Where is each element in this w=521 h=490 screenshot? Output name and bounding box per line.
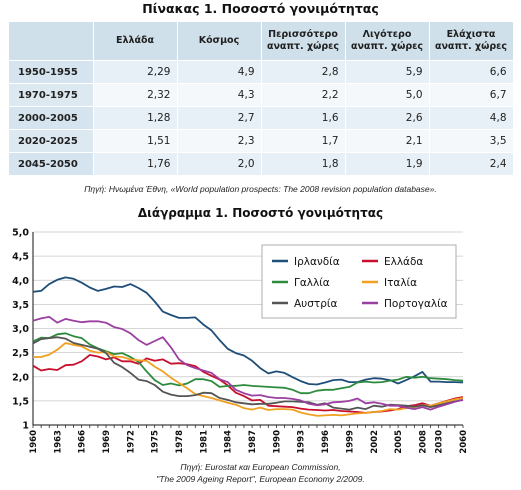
y-tick-label: 2,5 bbox=[12, 348, 29, 359]
x-tick-label: 1987 bbox=[248, 430, 258, 454]
table-value-cell: 1,9 bbox=[345, 152, 430, 176]
x-tick-label: 1990 bbox=[272, 430, 282, 454]
y-tick-label: 5,0 bbox=[12, 228, 29, 239]
legend-label: Ιρλανδία bbox=[294, 256, 340, 268]
x-axis-ticks: 1960 1963 1966 1969 1972 1975 1978 1981 1984 1987… bbox=[29, 430, 469, 454]
x-tick-label: 2005 bbox=[394, 430, 404, 454]
y-tick-label: 2,0 bbox=[12, 372, 29, 383]
table-title: Πίνακας 1. Ποσοστό γονιμότητας bbox=[142, 1, 379, 16]
table-value-cell: 1,51 bbox=[93, 129, 178, 153]
legend-label: Πορτογαλία bbox=[384, 298, 448, 310]
x-tick-label: 1993 bbox=[297, 430, 307, 454]
x-tick-label: 1963 bbox=[53, 430, 63, 454]
table-value-cell: 1,7 bbox=[261, 129, 346, 153]
table-value-cell: 3,5 bbox=[429, 129, 514, 153]
table-source: Πηγή: Ηνωμένα Έθνη, «World population pr… bbox=[84, 184, 437, 194]
table-value-cell: 5,0 bbox=[345, 83, 430, 107]
table-value-cell: 2,1 bbox=[345, 129, 430, 153]
series-line-4 bbox=[32, 336, 464, 411]
chart-axes bbox=[32, 232, 464, 428]
table-row: 1970-1975 2,32 4,3 2,2 5,0 6,7 bbox=[9, 83, 514, 107]
legend-label: Ελλάδα bbox=[384, 256, 423, 268]
x-tick-label: 1969 bbox=[102, 430, 112, 454]
y-tick-label: 1 bbox=[22, 421, 29, 432]
table-value-cell: 2,29 bbox=[93, 60, 178, 84]
x-tick-label: 1978 bbox=[175, 430, 185, 454]
table-row: 2045-2050 1,76 2,0 1,8 1,9 2,4 bbox=[9, 152, 514, 176]
x-tick-label: 2002 bbox=[370, 430, 380, 454]
y-tick-label: 1,5 bbox=[12, 396, 29, 407]
x-tick-label: 1975 bbox=[151, 430, 161, 454]
table-header-corner bbox=[9, 22, 94, 61]
table-value-cell: 6,6 bbox=[429, 60, 514, 84]
legend-label: Γαλλία bbox=[294, 277, 330, 289]
table-header-cell: Κόσμος bbox=[177, 22, 262, 61]
table-value-cell: 2,4 bbox=[429, 152, 514, 176]
x-tick-label: 1972 bbox=[126, 430, 136, 454]
table-period-cell: 2045-2050 bbox=[9, 152, 94, 176]
y-tick-label: 4,5 bbox=[12, 252, 29, 263]
table-header-cell: Περισσότερο αναπτ. χώρες bbox=[261, 22, 346, 61]
x-tick-label: 2008 bbox=[418, 430, 428, 454]
chart-source-line: Πηγή: Eurostat και European Commission, bbox=[180, 462, 341, 472]
y-tick-label: 3,5 bbox=[12, 300, 29, 311]
table-value-cell: 2,8 bbox=[261, 60, 346, 84]
table-header-cell: Ελλάδα bbox=[93, 22, 178, 61]
chart-title: Διάγραμμα 1. Ποσοστό γονιμότητας bbox=[137, 206, 384, 220]
table-value-cell: 2,7 bbox=[177, 106, 262, 130]
table-row: 1950-1955 2,29 4,9 2,8 5,9 6,6 bbox=[9, 60, 514, 84]
y-axis-ticks: 1 1,5 2,0 2,5 3,0 3,5 4,0 4,5 5,0 bbox=[12, 228, 29, 432]
table-value-cell: 2,2 bbox=[261, 83, 346, 107]
legend-label: Αυστρία bbox=[294, 298, 337, 310]
series-lines bbox=[32, 276, 464, 417]
table-row: 2020-2025 1,51 2,3 1,7 2,1 3,5 bbox=[9, 129, 514, 153]
legend-label: Ιταλία bbox=[384, 277, 417, 289]
x-tick-label: 1966 bbox=[78, 430, 88, 454]
legend-box bbox=[261, 244, 457, 319]
table-row: 2000-2005 1,28 2,7 1,6 2,6 4,8 bbox=[9, 106, 514, 130]
table-value-cell: 1,6 bbox=[261, 106, 346, 130]
table-value-cell: 4,9 bbox=[177, 60, 262, 84]
table-value-cell: 2,6 bbox=[345, 106, 430, 130]
chart-source-line: "The 2009 Ageing Report", European Econo… bbox=[156, 474, 365, 484]
table-value-cell: 2,0 bbox=[177, 152, 262, 176]
table-header-cell: Ελάχιστα αναπτ. χώρες bbox=[429, 22, 514, 61]
table-value-cell: 2,3 bbox=[177, 129, 262, 153]
y-tick-label: 4,0 bbox=[12, 276, 29, 287]
table-value-cell: 4,3 bbox=[177, 83, 262, 107]
x-tick-label: 1984 bbox=[224, 430, 234, 454]
table-value-cell: 6,7 bbox=[429, 83, 514, 107]
table-period-cell: 1950-1955 bbox=[9, 60, 94, 84]
x-tick-label: 1999 bbox=[345, 430, 355, 454]
table-value-cell: 5,9 bbox=[345, 60, 430, 84]
series-line-1 bbox=[32, 354, 464, 414]
table-value-cell: 1,28 bbox=[93, 106, 178, 130]
table-value-cell: 1,76 bbox=[93, 152, 178, 176]
table-period-cell: 1970-1975 bbox=[9, 83, 94, 107]
table-header-row: Ελλάδα Κόσμος Περισσότερο αναπτ. χώρες Λ… bbox=[9, 22, 514, 61]
table-period-cell: 2000-2005 bbox=[9, 106, 94, 130]
chart-legend: Ιρλανδία Ελλάδα Γαλλία Ιταλία Αυστρία Πορτογα… bbox=[261, 244, 457, 319]
table-header-cell: Λιγότερο αναπτ. χώρες bbox=[345, 22, 430, 61]
table-period-cell: 2020-2025 bbox=[9, 129, 94, 153]
y-tick-label: 3,0 bbox=[12, 324, 29, 335]
table-value-cell: 2,32 bbox=[93, 83, 178, 107]
series-line-5 bbox=[32, 315, 464, 411]
x-tick-label: 1981 bbox=[199, 430, 209, 454]
table-value-cell: 4,8 bbox=[429, 106, 514, 130]
x-tick-label: 2030 bbox=[435, 430, 445, 454]
x-tick-label: 2060 bbox=[459, 430, 469, 454]
x-tick-label: 1996 bbox=[321, 430, 331, 454]
fertility-table: Ελλάδα Κόσμος Περισσότερο αναπτ. χώρες Λ… bbox=[9, 22, 514, 176]
table-value-cell: 1,8 bbox=[261, 152, 346, 176]
x-tick-label: 1960 bbox=[29, 430, 39, 454]
series-line-2 bbox=[32, 332, 464, 395]
